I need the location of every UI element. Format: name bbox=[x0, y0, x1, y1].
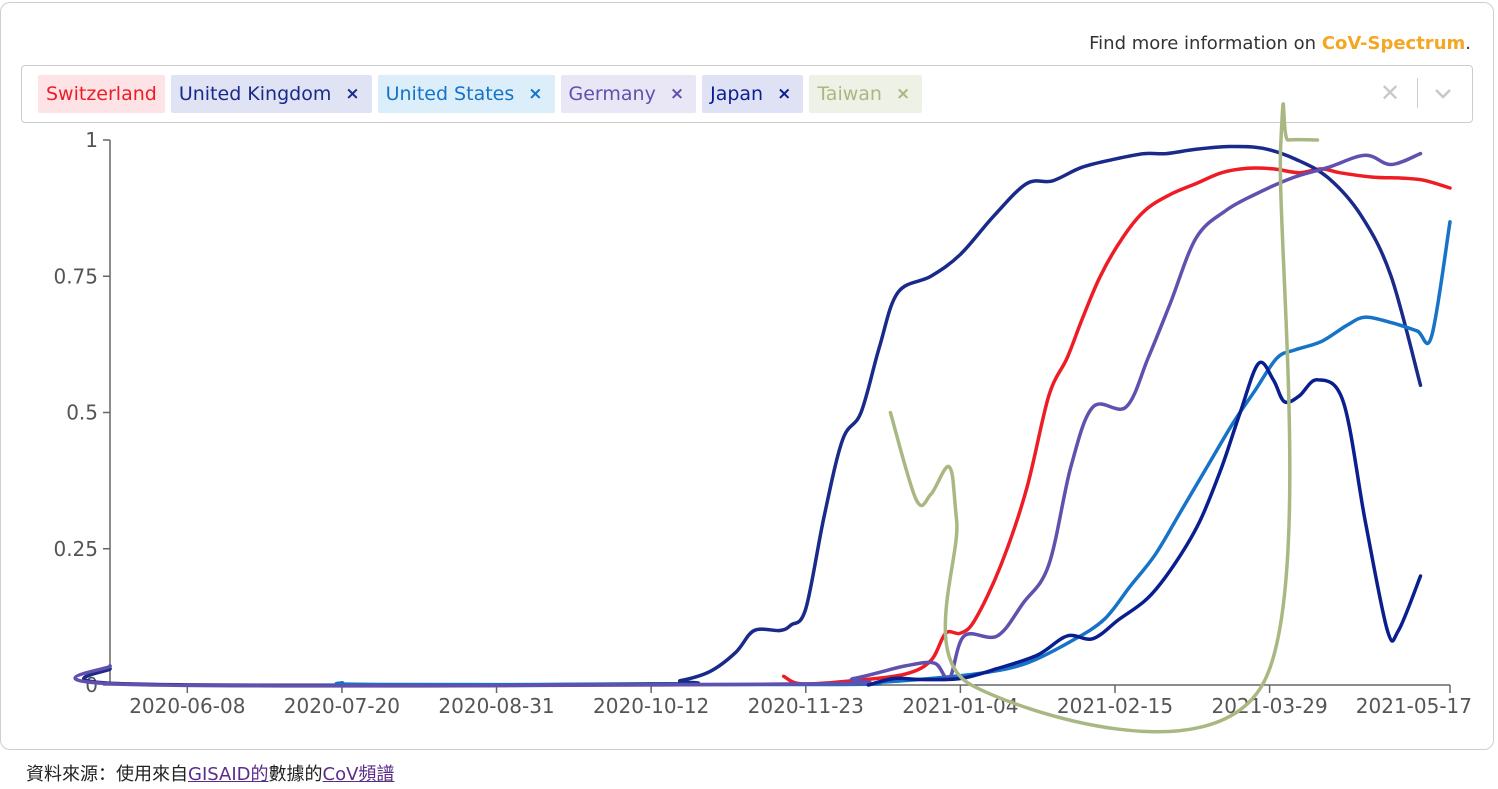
x-tick-label: 2021-02-15 bbox=[1057, 694, 1173, 718]
chip-remove-icon[interactable]: × bbox=[669, 84, 685, 104]
y-tick-label: 0 bbox=[85, 673, 98, 697]
x-tick-label: 2020-06-08 bbox=[129, 694, 245, 718]
series-line-taiwan bbox=[888, 102, 1320, 734]
cov-spectrum-link[interactable]: CoV-Spectrum bbox=[1321, 33, 1466, 54]
chevron-down-icon[interactable] bbox=[1428, 78, 1458, 108]
country-chip-germany: Germany × bbox=[560, 75, 697, 113]
line-chart: 0 0.25 0.5 0.75 1 2020-06-08 2020-07-20 2020-08… bbox=[53, 102, 1472, 734]
x-tick-label: 2021-03-29 bbox=[1211, 694, 1327, 718]
footer-middle: 數據的 bbox=[268, 764, 323, 785]
series-line-switzerland bbox=[781, 166, 1452, 686]
clear-all-icon[interactable]: ✕ bbox=[1379, 79, 1401, 107]
series-line-united-kingdom bbox=[82, 144, 1423, 687]
country-chip-united-states: United States × bbox=[377, 75, 555, 113]
chip-label: United States bbox=[385, 83, 515, 105]
series-line-germany bbox=[73, 151, 1423, 688]
y-tick-label: 0.5 bbox=[66, 401, 98, 425]
chip-remove-icon[interactable]: × bbox=[528, 84, 543, 104]
country-chip-united-kingdom: United Kingdom × bbox=[170, 75, 372, 113]
gisaid-link[interactable]: GISAID的 bbox=[188, 764, 269, 785]
chip-label: United Kingdom bbox=[178, 83, 332, 105]
country-multiselect[interactable]: Switzerland United Kingdom × United States ×… bbox=[21, 65, 1473, 123]
select-controls: ✕ bbox=[1375, 78, 1458, 108]
x-tick-label: 2020-11-23 bbox=[748, 694, 864, 718]
selected-countries: Switzerland United Kingdom × United States ×… bbox=[38, 75, 923, 113]
x-tick-label: 2020-10-12 bbox=[593, 694, 709, 718]
chip-remove-icon[interactable]: × bbox=[345, 84, 360, 104]
country-chip-taiwan: Taiwan × bbox=[809, 75, 923, 113]
x-tick-label: 2020-08-31 bbox=[438, 694, 554, 718]
footer-source: 資料來源：使用來自GISAID的數據的CoV頻譜 bbox=[26, 760, 394, 786]
country-chip-japan: Japan × bbox=[702, 75, 804, 113]
country-chip-switzerland: Switzerland bbox=[38, 75, 165, 113]
info-prefix: Find more information on bbox=[1089, 33, 1322, 54]
x-tick-label: 2020-07-20 bbox=[284, 694, 400, 718]
series-line-japan bbox=[866, 360, 1423, 687]
footer-prefix: 資料來源：使用來自 bbox=[26, 764, 188, 785]
info-suffix: . bbox=[1465, 33, 1471, 54]
chip-label: Switzerland bbox=[46, 83, 157, 105]
chip-remove-icon[interactable]: × bbox=[777, 84, 792, 104]
chart-card: Find more information on CoV-Spectrum. S… bbox=[0, 2, 1494, 750]
y-tick-label: 1 bbox=[85, 128, 98, 152]
y-tick-label: 0.25 bbox=[53, 537, 98, 561]
x-tick-label: 2021-05-17 bbox=[1356, 694, 1472, 718]
chip-remove-icon[interactable]: × bbox=[895, 84, 911, 104]
control-separator bbox=[1417, 78, 1418, 108]
chip-label: Germany bbox=[568, 83, 656, 105]
chip-label: Taiwan bbox=[817, 83, 882, 105]
cov-spectrum-footer-link[interactable]: CoV頻譜 bbox=[322, 764, 395, 785]
y-tick-label: 0.75 bbox=[53, 264, 98, 288]
info-line: Find more information on CoV-Spectrum. bbox=[1089, 33, 1471, 54]
chip-label: Japan bbox=[710, 83, 764, 105]
